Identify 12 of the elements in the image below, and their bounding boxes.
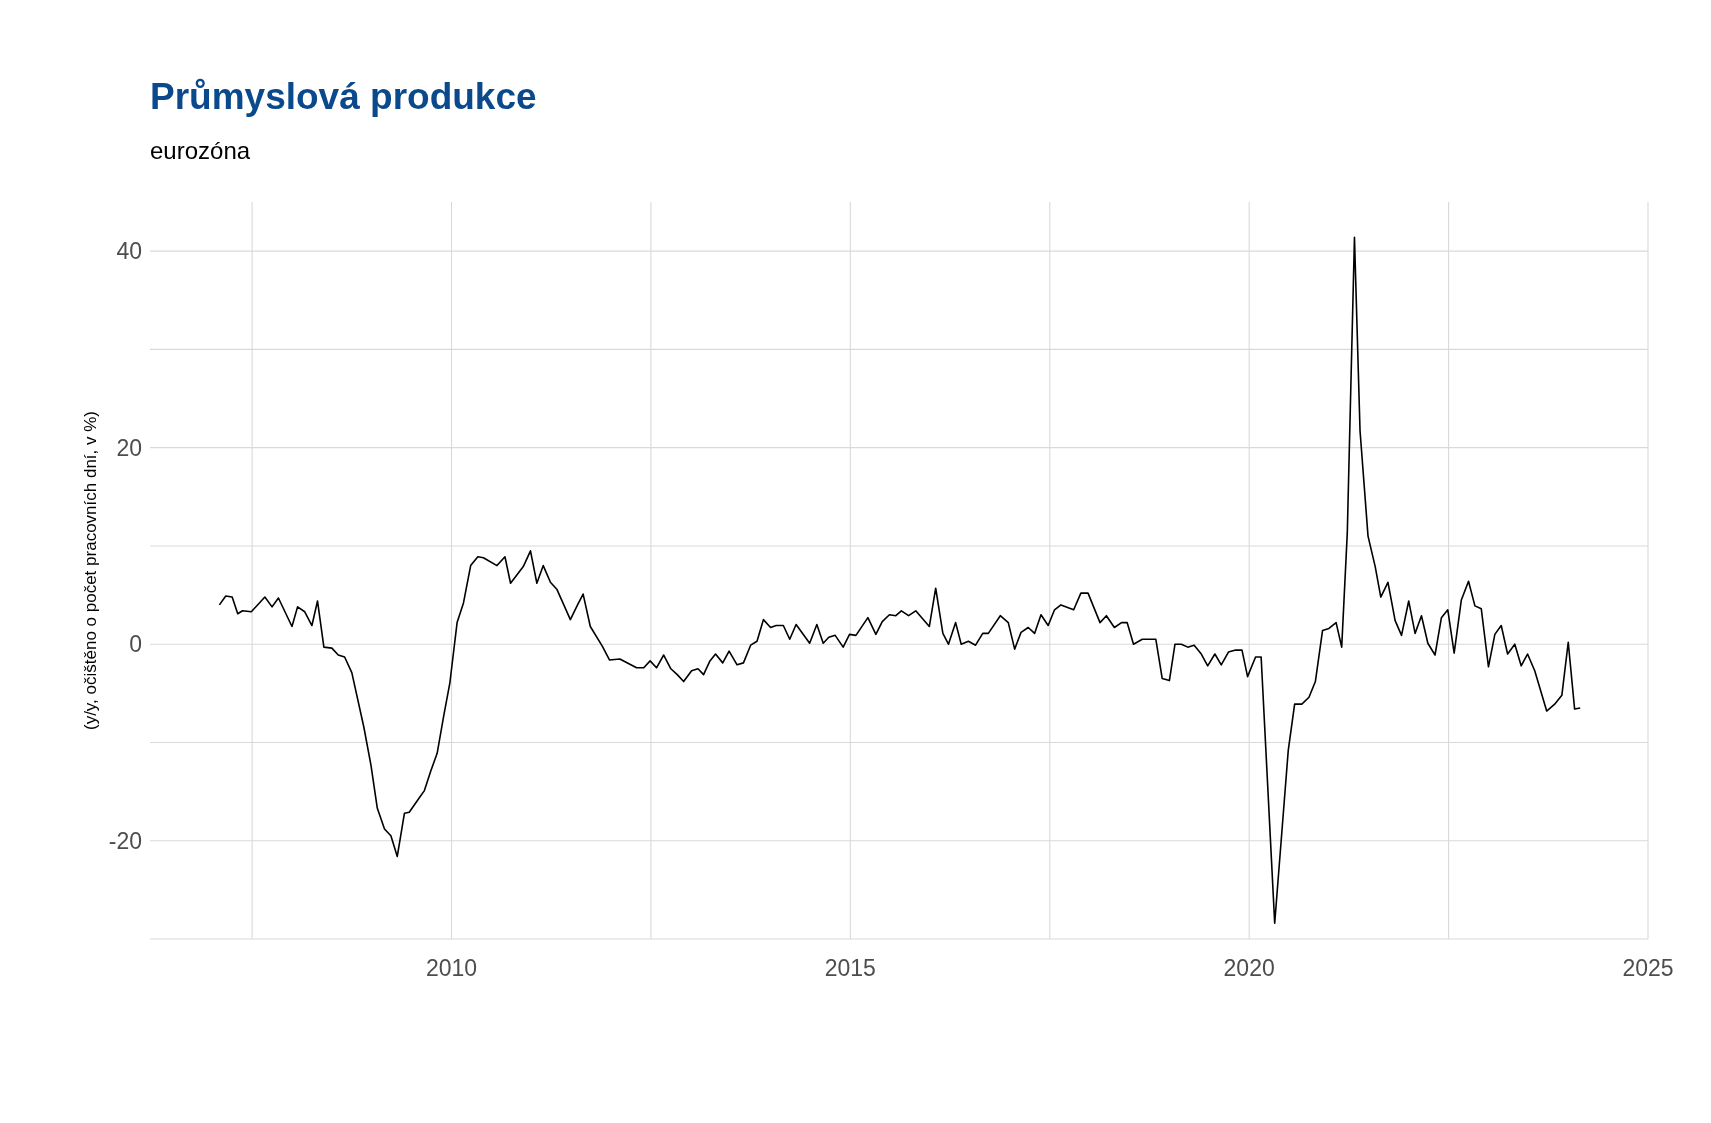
x-tick-label: 2015 <box>824 955 876 981</box>
x-tick-label: 2025 <box>1622 955 1674 981</box>
x-tick-label: 2010 <box>425 955 478 981</box>
y-tick-label: 40 <box>116 238 142 265</box>
y-tick-label: 20 <box>116 434 142 461</box>
y-axis-title: (y/y, očištěno o počet pracovních dní, v %) <box>81 410 100 731</box>
y-tick-label: -20 <box>108 827 142 854</box>
chart-subtitle: eurozóna <box>150 137 251 164</box>
chart-title: Průmyslová produkce <box>150 76 537 117</box>
x-tick-label: 2020 <box>1223 955 1275 981</box>
y-tick-label: 0 <box>129 631 142 658</box>
line-series <box>218 236 1581 925</box>
